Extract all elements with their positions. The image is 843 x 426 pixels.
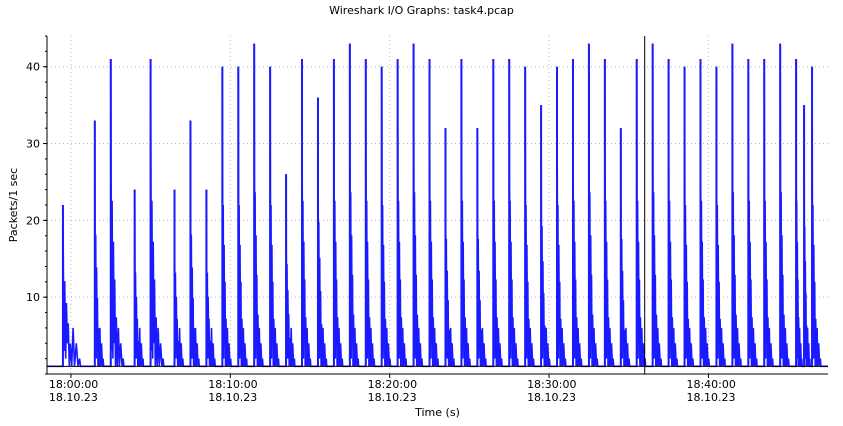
x-tick-label-date: 18.10.23 [368,391,417,404]
x-tick-label-date: 18.10.23 [49,391,98,404]
series-layer [46,36,829,374]
x-tick-label-time: 18:30:00 [527,378,576,391]
grid-layer [47,36,828,374]
axis-layer [43,35,828,378]
x-tick-label-date: 18.10.23 [527,391,576,404]
x-tick-label-time: 18:20:00 [368,378,417,391]
y-tick-label: 30 [26,138,40,151]
packets-series-line [46,43,829,368]
x-tick-label-time: 18:40:00 [686,378,735,391]
x-tick-label-time: 18:10:00 [208,378,257,391]
x-tick-label-date: 18.10.23 [686,391,735,404]
x-tick-label-date: 18.10.23 [208,391,257,404]
x-tick-label-time: 18:00:00 [49,378,98,391]
y-tick-label: 10 [26,291,40,304]
y-tick-label: 40 [26,61,40,74]
y-tick-label: 20 [26,214,40,227]
label-layer: 1020304018:00:0018.10.2318:10:0018.10.23… [7,61,736,419]
x-axis-title: Time (s) [414,406,460,419]
page-title: Wireshark I/O Graphs: task4.pcap [329,4,514,17]
y-axis-title: Packets/1 sec [7,168,20,242]
